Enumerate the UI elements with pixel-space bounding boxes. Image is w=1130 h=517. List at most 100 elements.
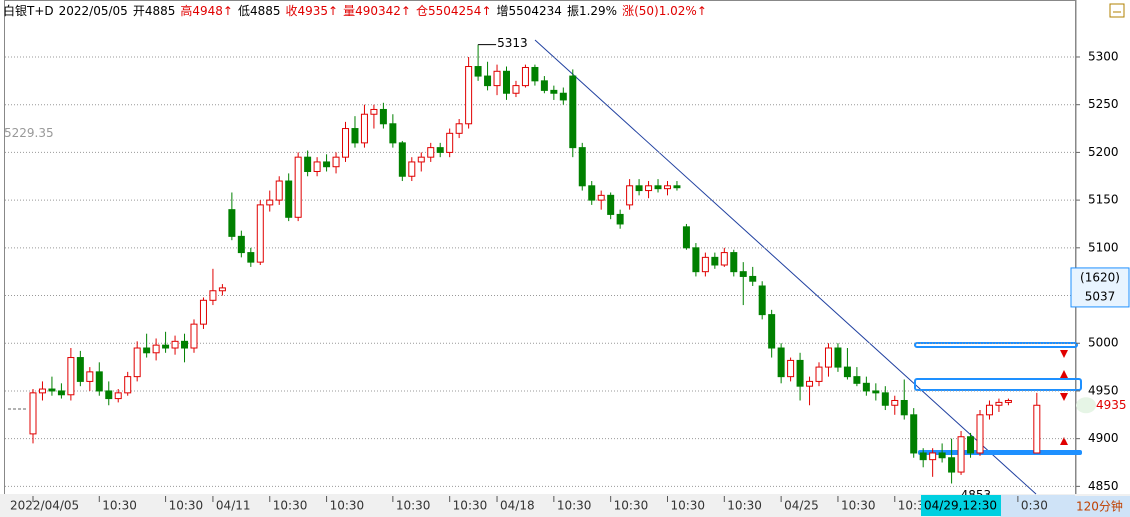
- body: [57, 390, 65, 396]
- body: [171, 340, 179, 349]
- body: [550, 89, 558, 94]
- last-price-bg: [1076, 397, 1096, 414]
- body: [645, 185, 653, 192]
- body: [162, 344, 170, 349]
- x-tick-label: 10:30: [330, 499, 365, 513]
- body: [474, 66, 482, 77]
- body: [408, 161, 416, 177]
- y-tick-label: 4900: [1088, 431, 1119, 445]
- ref-price: 5229.35: [4, 126, 54, 140]
- body: [673, 185, 681, 189]
- body: [237, 235, 245, 254]
- body: [285, 180, 293, 218]
- body: [332, 156, 340, 168]
- body: [995, 401, 1003, 406]
- x-tick-label: 10:30: [273, 499, 308, 513]
- body: [342, 128, 350, 158]
- body: [67, 357, 75, 396]
- body: [512, 85, 520, 94]
- body: [304, 156, 312, 172]
- cursor-time: 04/29,12:30: [924, 499, 997, 513]
- header-item: 量490342↑: [343, 4, 411, 18]
- body: [351, 128, 359, 144]
- body: [1033, 404, 1041, 454]
- body: [948, 457, 956, 473]
- body: [209, 290, 217, 301]
- body: [938, 452, 946, 459]
- body: [692, 247, 700, 273]
- x-tick-label: 10:30: [396, 499, 431, 513]
- body: [427, 147, 435, 158]
- body: [294, 156, 302, 218]
- body: [578, 147, 586, 187]
- x-tick-label: 04/18: [500, 499, 535, 513]
- body: [446, 132, 454, 153]
- body: [181, 340, 189, 349]
- body: [455, 123, 463, 134]
- header-item: 增5504234: [497, 4, 562, 18]
- arrow-down: [1060, 350, 1068, 358]
- y-tick-label: 5000: [1088, 336, 1119, 350]
- body: [465, 66, 473, 125]
- high-label: 5313: [497, 36, 528, 50]
- body: [588, 185, 596, 201]
- corner-icon[interactable]: [1109, 3, 1125, 18]
- body: [389, 123, 397, 144]
- body: [370, 108, 378, 115]
- body: [616, 213, 624, 225]
- body: [275, 180, 283, 201]
- body: [834, 347, 842, 368]
- body: [635, 185, 643, 192]
- body: [720, 252, 728, 266]
- arrow-up: [1060, 437, 1068, 445]
- body: [777, 347, 785, 378]
- body: [806, 380, 814, 387]
- body: [190, 323, 198, 349]
- body: [730, 252, 738, 273]
- header-item: 低4885: [238, 4, 281, 18]
- body: [218, 287, 226, 292]
- last-price: 4935: [1096, 398, 1127, 412]
- body: [739, 271, 747, 277]
- y-tick-label: 5100: [1088, 240, 1119, 254]
- body: [900, 399, 908, 416]
- header-item: 开4885: [133, 4, 176, 18]
- body: [143, 347, 151, 354]
- header-item: 振1.29%: [567, 4, 617, 18]
- header: 白银T+D 2022/05/05 开4885 高4948↑ 低4885 收4935↑ 量49…: [3, 3, 707, 18]
- body: [881, 392, 889, 406]
- x-tick-label: 04/25: [784, 499, 819, 513]
- body: [379, 108, 387, 125]
- header-item: 高4948↑: [180, 3, 233, 18]
- body: [891, 399, 899, 406]
- body: [256, 204, 264, 263]
- body: [1004, 399, 1012, 403]
- body: [417, 156, 425, 163]
- side-price: 5037: [1085, 289, 1116, 303]
- header-item: 收4935↑: [286, 4, 339, 18]
- body: [872, 390, 880, 394]
- arrow-down: [1060, 393, 1068, 401]
- body: [124, 376, 132, 394]
- x-axis-bar: [0, 494, 1130, 517]
- body: [569, 75, 577, 149]
- body: [967, 436, 975, 454]
- body: [597, 194, 605, 201]
- body: [701, 256, 709, 273]
- body: [843, 366, 851, 378]
- body: [711, 256, 719, 266]
- body: [853, 376, 861, 384]
- body: [985, 404, 993, 416]
- body: [152, 344, 160, 354]
- cursor-shade: [1000, 495, 1075, 517]
- period: 120分钟: [1076, 499, 1123, 514]
- body: [768, 314, 776, 349]
- body: [531, 66, 539, 82]
- body: [86, 371, 94, 382]
- header-item: 白银T+D: [3, 3, 54, 18]
- x-tick-label: 10:30: [169, 499, 204, 513]
- body: [919, 452, 927, 461]
- y-tick-label: 5250: [1088, 97, 1119, 111]
